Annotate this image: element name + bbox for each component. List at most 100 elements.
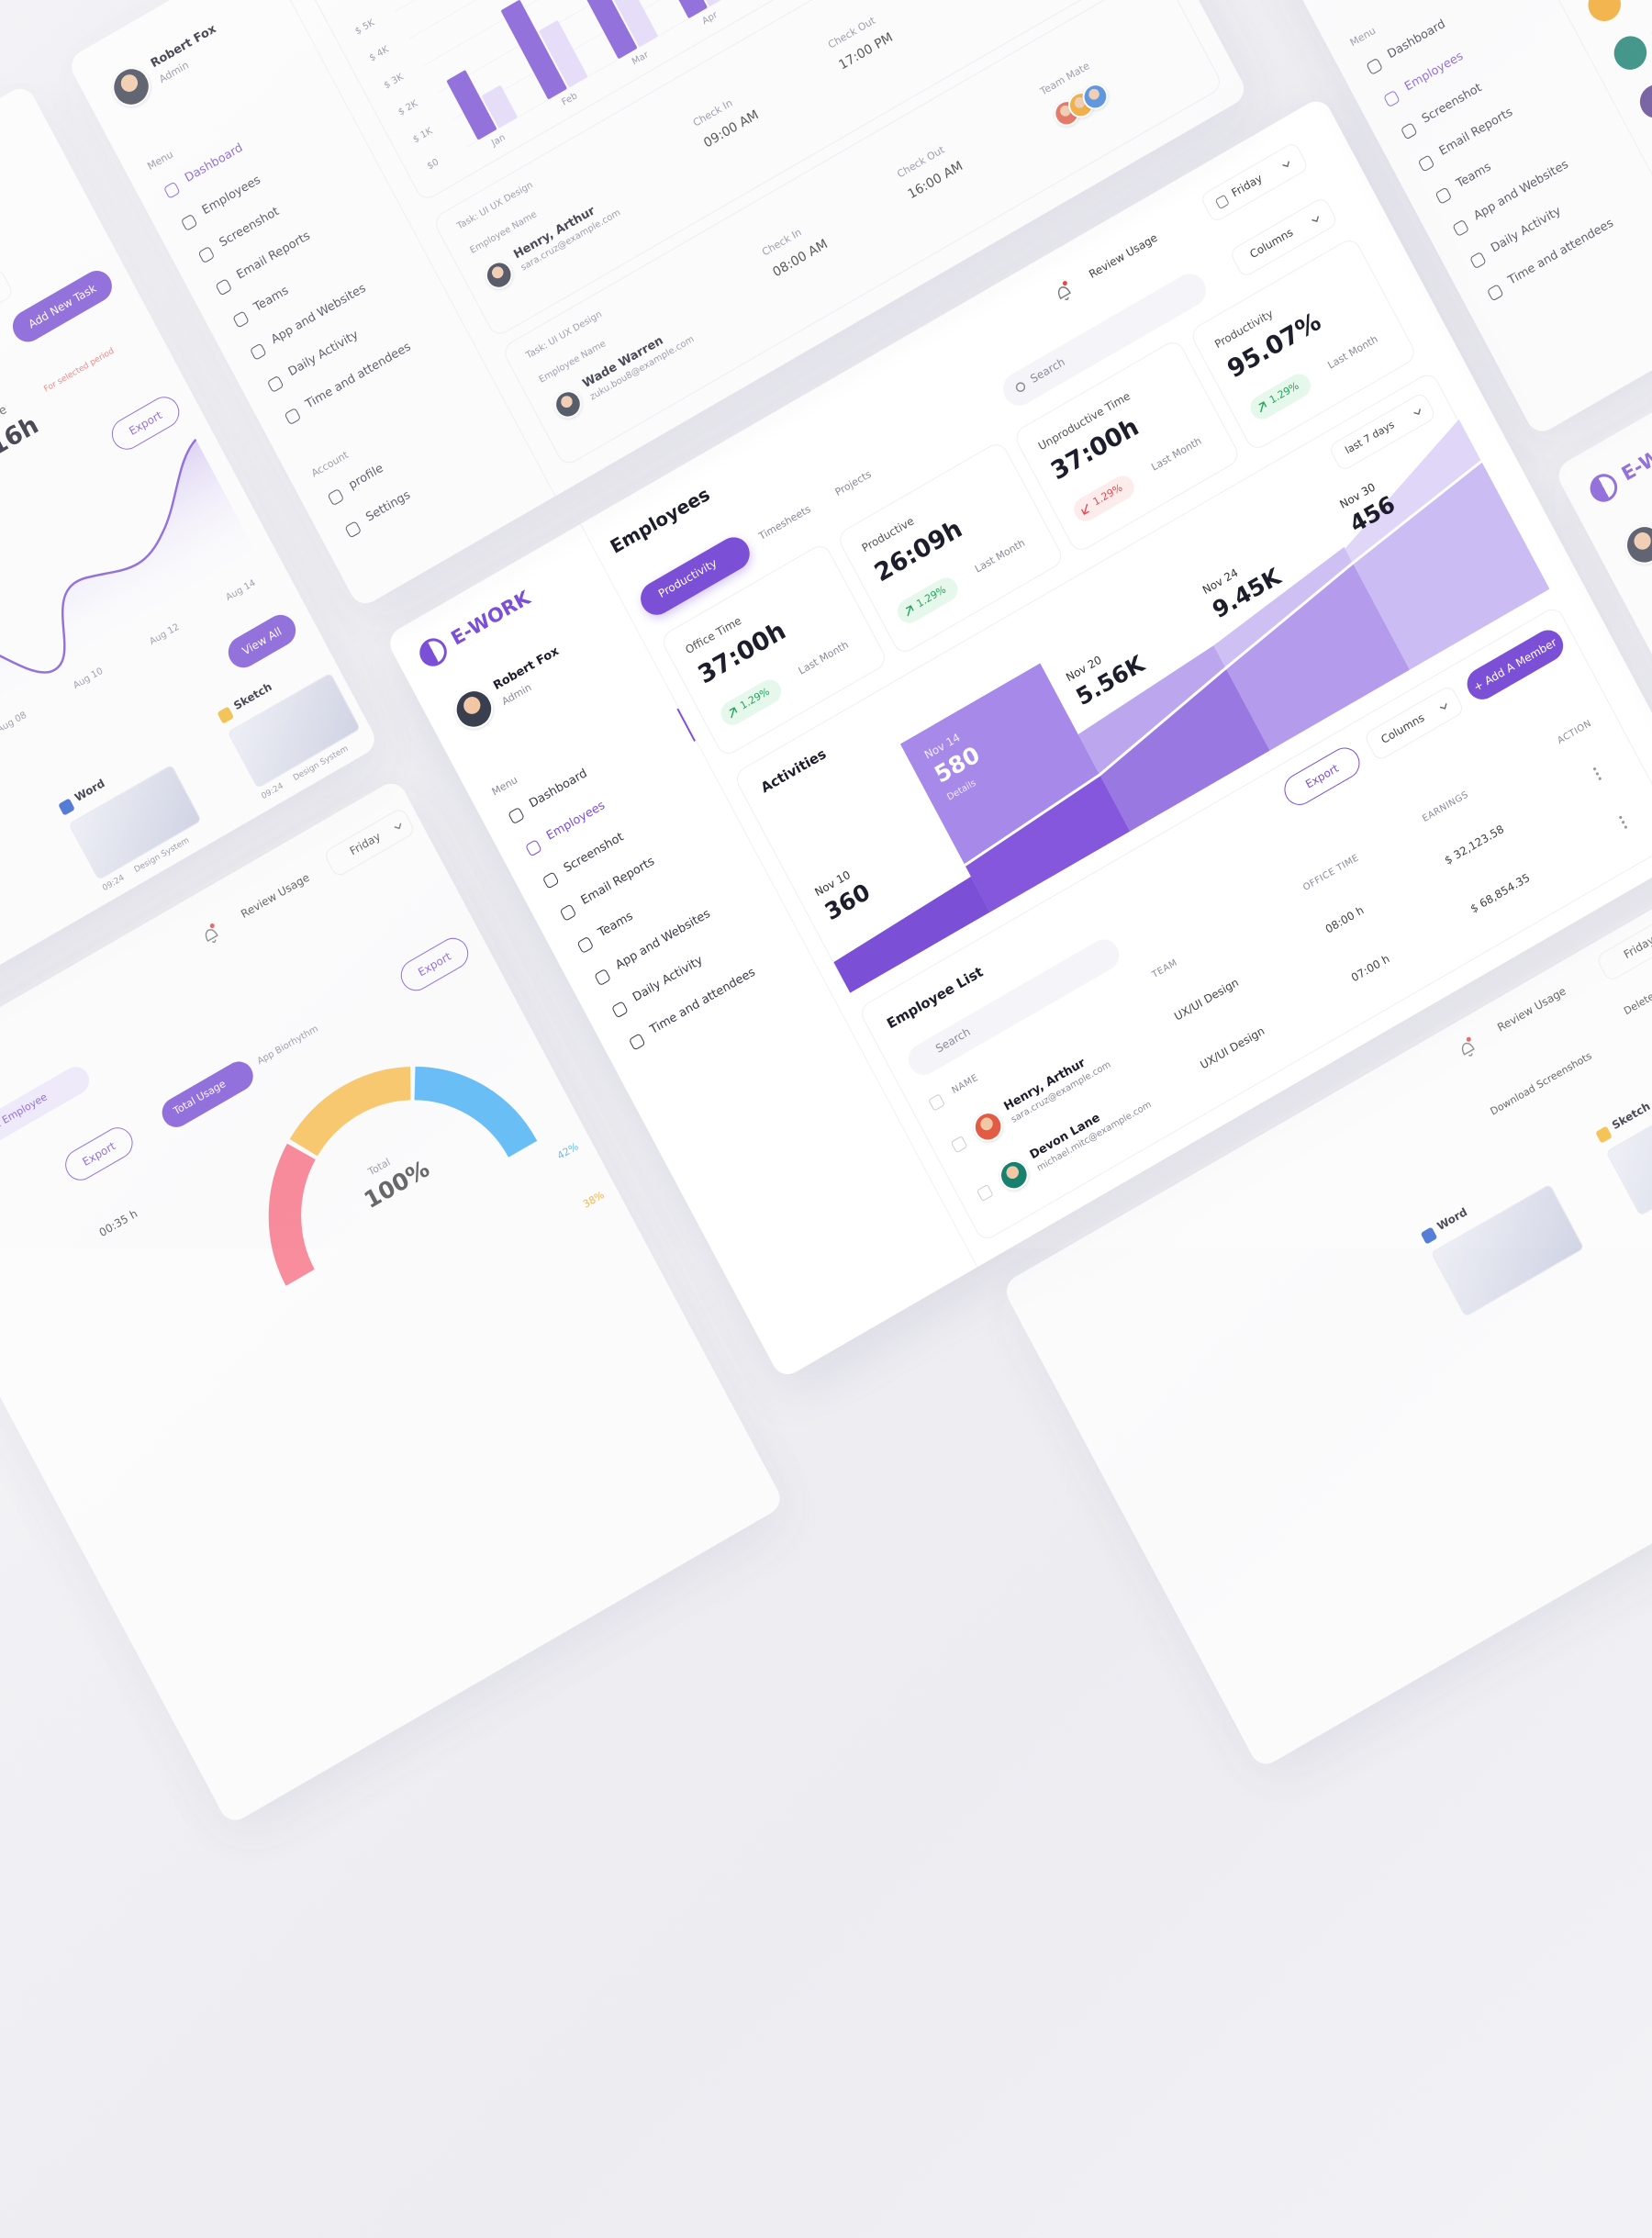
checkbox[interactable] xyxy=(976,1183,994,1203)
avatar xyxy=(994,1155,1034,1196)
columns-select[interactable]: Columns xyxy=(1363,684,1466,763)
review-usage[interactable]: Review Usage xyxy=(239,870,312,921)
menu-item[interactable]: Teams xyxy=(1454,160,1494,192)
employee-office-time: 08:00 h xyxy=(1323,903,1367,936)
menu-item[interactable]: Screenshot xyxy=(561,830,626,876)
grid-line xyxy=(423,0,845,66)
notification-dot xyxy=(1062,281,1067,286)
menu-icon xyxy=(1469,251,1487,270)
day-select[interactable]: Friday xyxy=(322,806,417,878)
columns-select[interactable]: Columns xyxy=(1228,196,1339,279)
export-button[interactable]: Export xyxy=(395,932,474,997)
add-member-button[interactable]: + Add A Member xyxy=(1461,624,1569,706)
menu-icon xyxy=(344,520,363,539)
chip-label: 1 Employee xyxy=(0,1091,50,1132)
day-select[interactable]: Friday xyxy=(1199,140,1310,224)
period-note: For selected period xyxy=(42,346,117,395)
graphic xyxy=(1461,1036,1475,1057)
activity-icon xyxy=(1634,78,1652,125)
employee-office-time: 07:00 h xyxy=(1348,952,1392,985)
menu-item[interactable]: Employees xyxy=(199,173,263,218)
account-item[interactable]: profile xyxy=(346,461,386,493)
logo-text: E-WORK xyxy=(447,586,534,650)
change-value: 1.29% xyxy=(738,685,772,712)
account-item[interactable]: Settings xyxy=(363,487,413,525)
export-button[interactable]: Export xyxy=(1278,742,1366,811)
employee-list-card: Employee List Export Columns + Add A Member… xyxy=(857,604,1652,1243)
add-task-button[interactable]: Add New Task xyxy=(6,264,117,348)
menu-item[interactable]: Employees xyxy=(544,798,608,844)
graphic xyxy=(1282,161,1290,168)
chevron xyxy=(1282,161,1290,168)
search-box[interactable]: Search xyxy=(903,934,1125,1081)
checkbox[interactable] xyxy=(928,1093,945,1112)
column-header: EARNINGS xyxy=(1421,789,1470,824)
stat-card: Productivity 95.07% 1.29% Last Month xyxy=(1188,236,1419,453)
menu-item[interactable]: Dashboard xyxy=(183,140,246,186)
review-usage[interactable]: Review Usage xyxy=(1495,984,1568,1035)
trend-arrow xyxy=(1258,401,1267,413)
menu-icon xyxy=(525,839,542,857)
avatar xyxy=(448,682,500,736)
stat-value: 95.07% xyxy=(1222,307,1326,385)
menu-icon xyxy=(1366,57,1383,76)
tab[interactable]: App Biorhythm xyxy=(255,1024,320,1068)
menu-item[interactable]: Dashboard xyxy=(527,767,590,811)
graphic xyxy=(394,822,402,830)
export-button-label: Export xyxy=(127,408,164,438)
attendance-bar xyxy=(566,0,637,59)
employee-chip: 1 Employee xyxy=(0,1061,95,1147)
activities-card: Activities last 7 days Nov 10 360 Nov 14 580 D… xyxy=(732,370,1550,993)
avatar xyxy=(980,0,1015,2)
graphic xyxy=(1015,382,1026,392)
menu-icon xyxy=(576,935,595,955)
menu-item[interactable]: Employees xyxy=(1402,49,1466,95)
tab[interactable]: Projects xyxy=(832,467,874,498)
view-all-button[interactable]: View All xyxy=(222,609,302,674)
range-select[interactable]: last 7 days xyxy=(1327,391,1437,473)
trend-arrow xyxy=(729,707,738,719)
tab[interactable]: Timesheets xyxy=(756,502,813,543)
export-button[interactable]: Export xyxy=(60,1122,139,1186)
bell-icon xyxy=(205,929,218,943)
export-button-label: Export xyxy=(80,1139,118,1169)
menu-icon xyxy=(559,903,577,922)
x-tick-label: Aug 12 xyxy=(148,621,182,648)
change-badge: 1.29% xyxy=(717,675,786,730)
menu-item[interactable]: Teams xyxy=(596,909,636,941)
download-button[interactable]: Download Screenshots xyxy=(1488,1049,1594,1118)
menu-icon xyxy=(1452,218,1469,238)
usage-area xyxy=(0,439,261,722)
employee-team: UX/UI Design xyxy=(1172,975,1241,1024)
menu-icon xyxy=(508,806,525,825)
search-placeholder: Search xyxy=(1028,355,1067,386)
app-name: Word xyxy=(1434,1204,1469,1234)
menu-dot xyxy=(1624,825,1627,829)
gauge-segment xyxy=(414,1066,538,1158)
graphic xyxy=(394,0,888,148)
graphic xyxy=(1619,815,1627,829)
bell-icon xyxy=(1461,1042,1475,1057)
add-member-button-label: + Add A Member xyxy=(1471,635,1559,694)
menu-item[interactable]: Screenshot xyxy=(1419,81,1485,127)
review-usage[interactable]: Review Usage xyxy=(1087,230,1160,281)
attendance-bar xyxy=(605,0,658,47)
menu-icon xyxy=(594,968,611,987)
column-header: OFFICE TIME xyxy=(1301,853,1361,893)
menu-item[interactable]: Screenshot xyxy=(217,204,282,251)
logo-mark xyxy=(1585,468,1623,508)
menu-label: Menu xyxy=(1347,24,1379,50)
attendance-bar xyxy=(482,85,518,129)
checkbox[interactable] xyxy=(950,1136,968,1154)
menu-item[interactable]: Dashboard xyxy=(1385,17,1448,62)
search-box[interactable]: Search xyxy=(997,267,1212,412)
app-icon xyxy=(1420,1226,1438,1245)
columns-select[interactable]: Columns xyxy=(0,267,15,351)
day-label: Friday xyxy=(347,829,383,858)
menu-item[interactable]: Teams xyxy=(251,284,291,315)
menu-icon xyxy=(1400,122,1418,140)
day-select[interactable]: Friday xyxy=(1595,906,1652,983)
graphic xyxy=(905,605,914,617)
employee-earnings: $ 68,854.35 xyxy=(1468,870,1533,916)
app-icon xyxy=(1595,1125,1613,1144)
